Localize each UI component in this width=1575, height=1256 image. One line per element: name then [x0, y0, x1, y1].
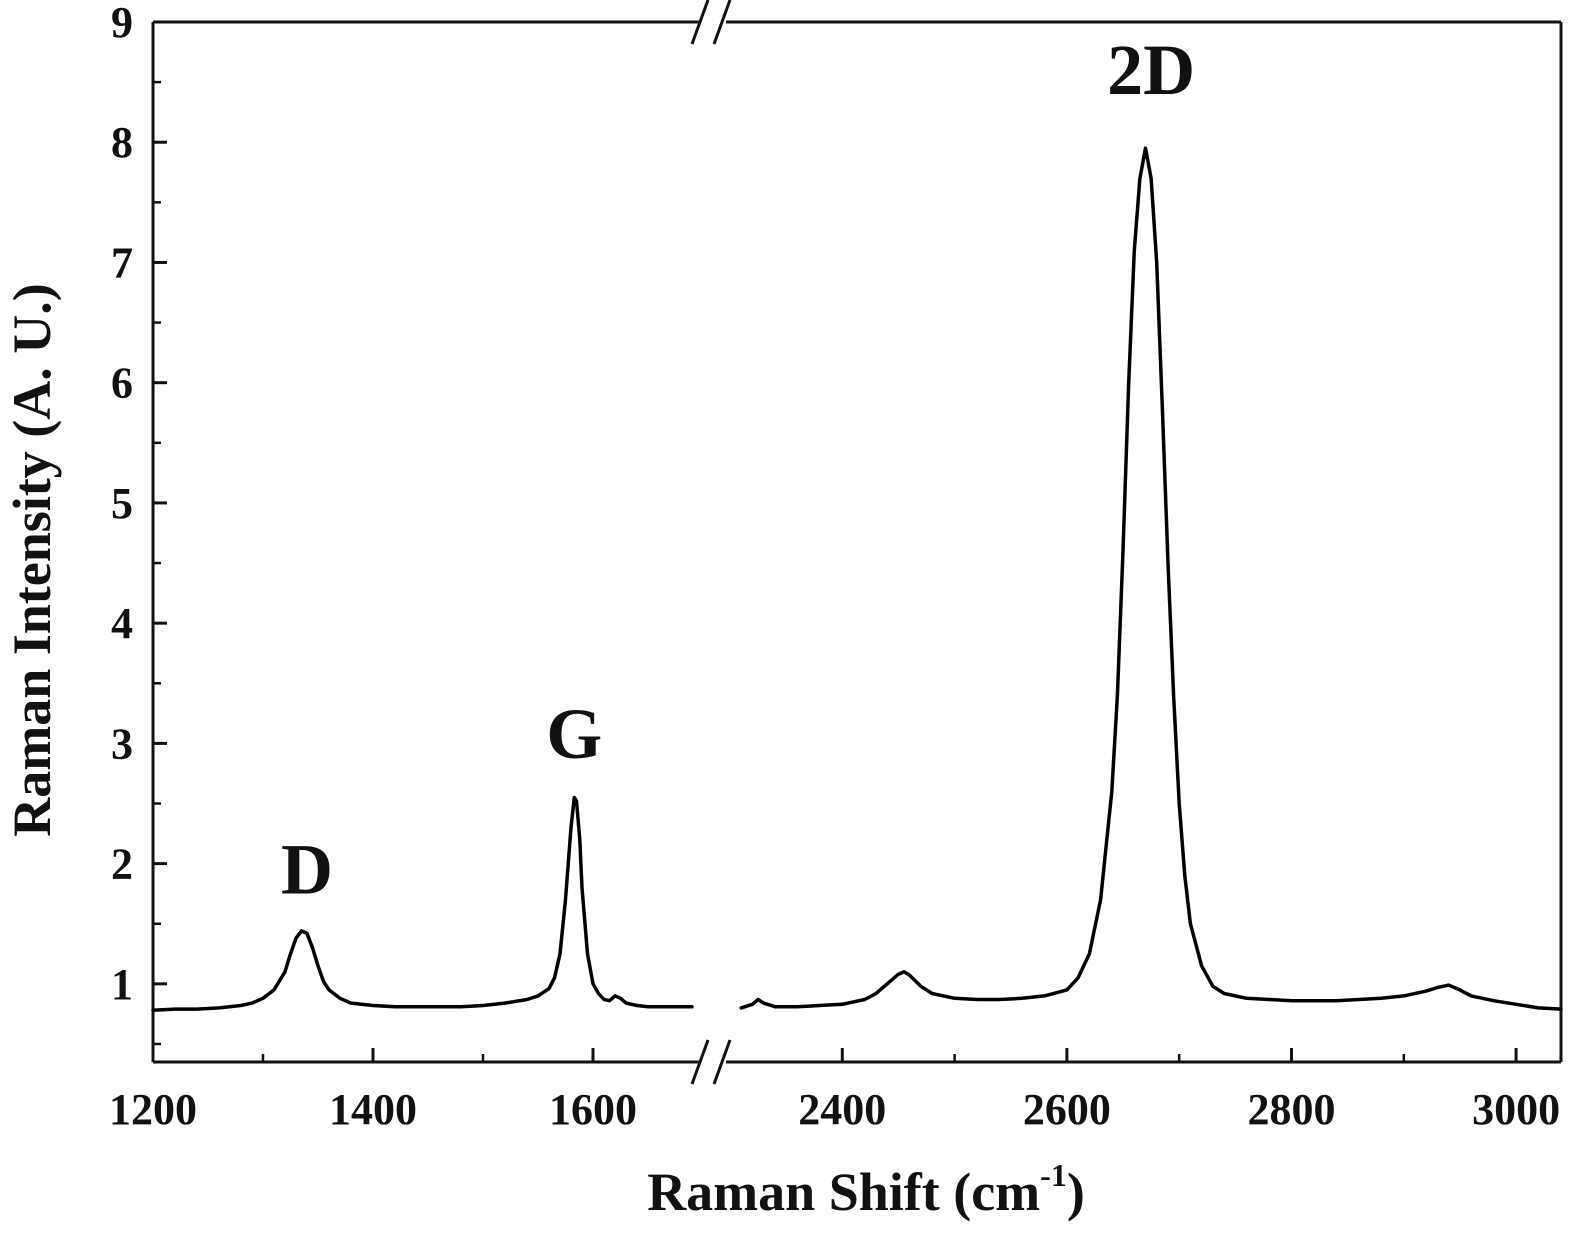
series-layer	[151, 146, 1563, 1013]
y-axis-ticks: 1 2 3 4 5 6 7 8 9	[111, 0, 167, 1046]
peak-label-2d: 2D	[1107, 30, 1195, 110]
spectrum-line-segment-1	[151, 795, 694, 1013]
x-axis-title: Raman Shift (cm-1)	[647, 1157, 1085, 1222]
x-tick-label-2800: 2800	[1247, 1085, 1335, 1134]
axis-break-marks	[690, 0, 732, 1085]
x-tick-label-2400: 2400	[798, 1085, 886, 1134]
x-axis-ticks: 1200 1400 1600 2400 2600 2800 3000	[109, 1048, 1560, 1134]
y-tick-label-8: 8	[111, 118, 133, 167]
y-tick-label-9: 9	[111, 0, 133, 47]
x-axis-title-main: Raman Shift (cm	[647, 1162, 1040, 1222]
x-tick-label-1600: 1600	[549, 1085, 637, 1134]
y-tick-label-6: 6	[111, 359, 133, 408]
x-tick-label-1200: 1200	[109, 1085, 197, 1134]
x-axis-title-superscript: -1	[1040, 1157, 1067, 1193]
y-tick-label-1: 1	[111, 960, 133, 1009]
x-tick-label-2600: 2600	[1023, 1085, 1111, 1134]
y-tick-label-3: 3	[111, 719, 133, 768]
axis-break-slash-bottom-1	[690, 1039, 710, 1085]
x-tick-label-3000: 3000	[1472, 1085, 1560, 1134]
axis-break-slash-bottom-2	[712, 1039, 732, 1085]
y-tick-label-4: 4	[111, 599, 133, 648]
y-axis-title: Raman Intensity (A. U.)	[2, 283, 62, 837]
plot-frame	[151, 20, 1563, 1064]
y-tick-label-7: 7	[111, 238, 133, 287]
axis-break-slash-top-1	[690, 0, 710, 45]
peak-label-d: D	[281, 830, 333, 910]
y-tick-label-5: 5	[111, 479, 133, 528]
x-axis-title-suffix: )	[1067, 1162, 1085, 1222]
peak-label-g: G	[546, 694, 602, 774]
annotation-layer: D G 2D	[281, 30, 1195, 910]
y-tick-label-2: 2	[111, 840, 133, 889]
spectrum-line-segment-2	[739, 146, 1563, 1011]
x-tick-label-1400: 1400	[329, 1085, 417, 1134]
axis-break-slash-top-2	[712, 0, 732, 45]
